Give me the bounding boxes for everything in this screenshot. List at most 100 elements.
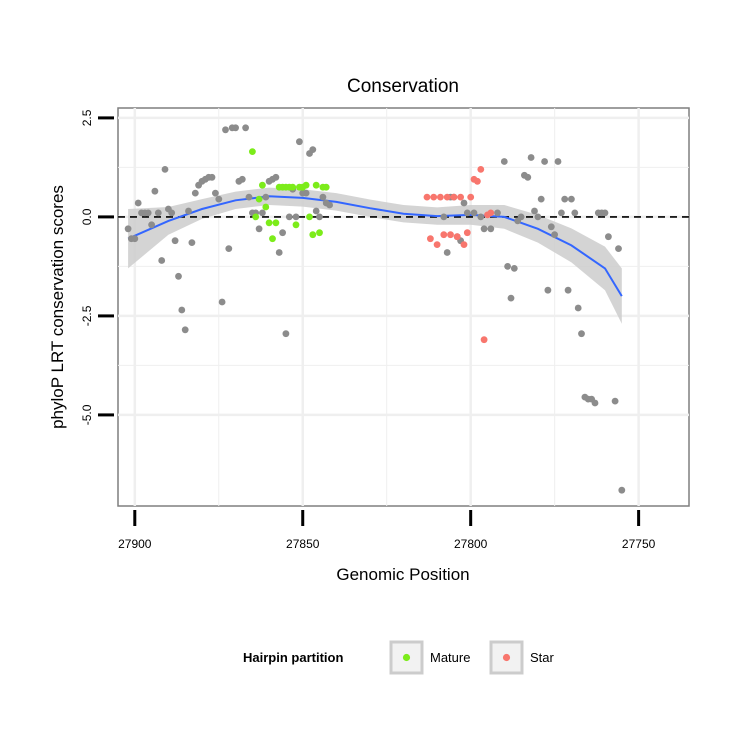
- x-axis-tick-label: 27850: [286, 537, 320, 551]
- data-point-star: [443, 193, 451, 201]
- data-point-mature: [316, 229, 323, 237]
- data-point-mature: [259, 181, 266, 189]
- x-axis-tick-label: 27800: [454, 537, 488, 551]
- data-point-other: [601, 209, 609, 217]
- data-point-other: [188, 239, 196, 247]
- data-point-other: [275, 249, 283, 256]
- data-point-other: [316, 213, 323, 221]
- data-point-other: [218, 298, 226, 306]
- data-point-other: [477, 213, 485, 221]
- data-point-other: [225, 245, 233, 253]
- data-point-other: [524, 173, 532, 181]
- data-point-other: [480, 225, 488, 233]
- data-point-other: [574, 304, 582, 312]
- data-point-other: [161, 166, 169, 173]
- data-point-star: [460, 241, 468, 249]
- x-axis-tick-label: 27900: [118, 537, 152, 551]
- data-point-star: [433, 241, 441, 249]
- data-point-other: [178, 306, 186, 314]
- data-point-mature: [312, 181, 320, 189]
- data-point-other: [571, 209, 579, 217]
- data-point-star: [450, 193, 458, 201]
- data-point-star: [467, 193, 475, 201]
- data-point-mature: [262, 203, 270, 211]
- legend-label-star: Star: [530, 650, 555, 665]
- data-point-star: [453, 233, 461, 241]
- data-point-star: [480, 336, 488, 344]
- legend-swatch-mature: [402, 653, 411, 662]
- data-point-other: [134, 199, 142, 207]
- data-point-star: [457, 193, 464, 201]
- data-point-other: [578, 330, 585, 338]
- data-point-star: [430, 193, 438, 201]
- data-point-other: [443, 249, 451, 256]
- data-point-other: [181, 326, 189, 334]
- data-point-star: [447, 231, 454, 239]
- data-point-other: [154, 209, 162, 217]
- data-point-other: [255, 225, 263, 233]
- data-point-other: [212, 189, 219, 197]
- data-point-other: [124, 225, 132, 233]
- data-point-other: [302, 189, 310, 197]
- x-axis-title: Genomic Position: [336, 565, 469, 584]
- data-point-other: [547, 223, 555, 231]
- data-point-other: [285, 213, 293, 221]
- data-point-other: [296, 138, 303, 146]
- data-point-star: [477, 166, 485, 173]
- confidence-band-area: [128, 187, 622, 324]
- legend-key-star: [489, 640, 524, 675]
- data-point-mature: [292, 221, 300, 229]
- data-point-other: [558, 209, 565, 217]
- data-point-mature: [269, 235, 276, 243]
- y-axis-tick-label: 2.5: [80, 109, 94, 126]
- y-axis-tick-label: 0.0: [80, 208, 94, 225]
- data-point-other: [504, 263, 511, 270]
- legend-label-mature: Mature: [430, 650, 470, 665]
- data-point-star: [487, 209, 495, 217]
- data-point-other: [309, 146, 317, 154]
- data-point-other: [517, 213, 525, 221]
- data-point-star: [423, 193, 431, 201]
- data-point-other: [168, 209, 176, 217]
- data-point-other: [554, 158, 562, 165]
- data-point-other: [144, 209, 152, 217]
- smooth-confidence-band: [128, 187, 622, 324]
- data-point-other: [568, 195, 575, 203]
- data-point-star: [463, 229, 471, 237]
- data-point-other: [527, 154, 535, 161]
- data-point-other: [242, 124, 250, 132]
- data-point-mature: [289, 183, 297, 191]
- data-point-other: [507, 294, 515, 302]
- data-point-other: [282, 330, 290, 338]
- data-point-other: [238, 175, 246, 183]
- data-point-other: [171, 237, 179, 245]
- data-point-other: [232, 124, 240, 132]
- data-point-other: [470, 209, 478, 217]
- data-point-mature: [255, 195, 263, 203]
- data-point-other: [319, 193, 327, 201]
- data-point-other: [615, 245, 622, 253]
- data-point-other: [215, 195, 223, 203]
- data-point-star: [474, 177, 481, 185]
- data-point-other: [245, 193, 253, 201]
- data-point-mature: [322, 183, 330, 191]
- data-point-other: [618, 486, 626, 494]
- data-point-other: [185, 207, 192, 215]
- chart-title: Conservation: [347, 76, 459, 97]
- data-point-other: [148, 221, 156, 229]
- data-point-mature: [309, 231, 317, 239]
- data-point-star: [437, 193, 444, 201]
- data-point-other: [222, 126, 229, 134]
- data-point-other: [158, 257, 166, 264]
- data-point-other: [537, 195, 545, 203]
- data-point-other: [292, 213, 300, 221]
- data-point-other: [175, 272, 182, 280]
- data-point-other: [487, 225, 495, 233]
- data-point-other: [262, 193, 270, 201]
- data-point-other: [500, 158, 508, 165]
- data-point-other: [191, 189, 199, 197]
- data-point-other: [611, 397, 619, 405]
- data-point-other: [151, 187, 159, 195]
- data-point-star: [427, 235, 434, 243]
